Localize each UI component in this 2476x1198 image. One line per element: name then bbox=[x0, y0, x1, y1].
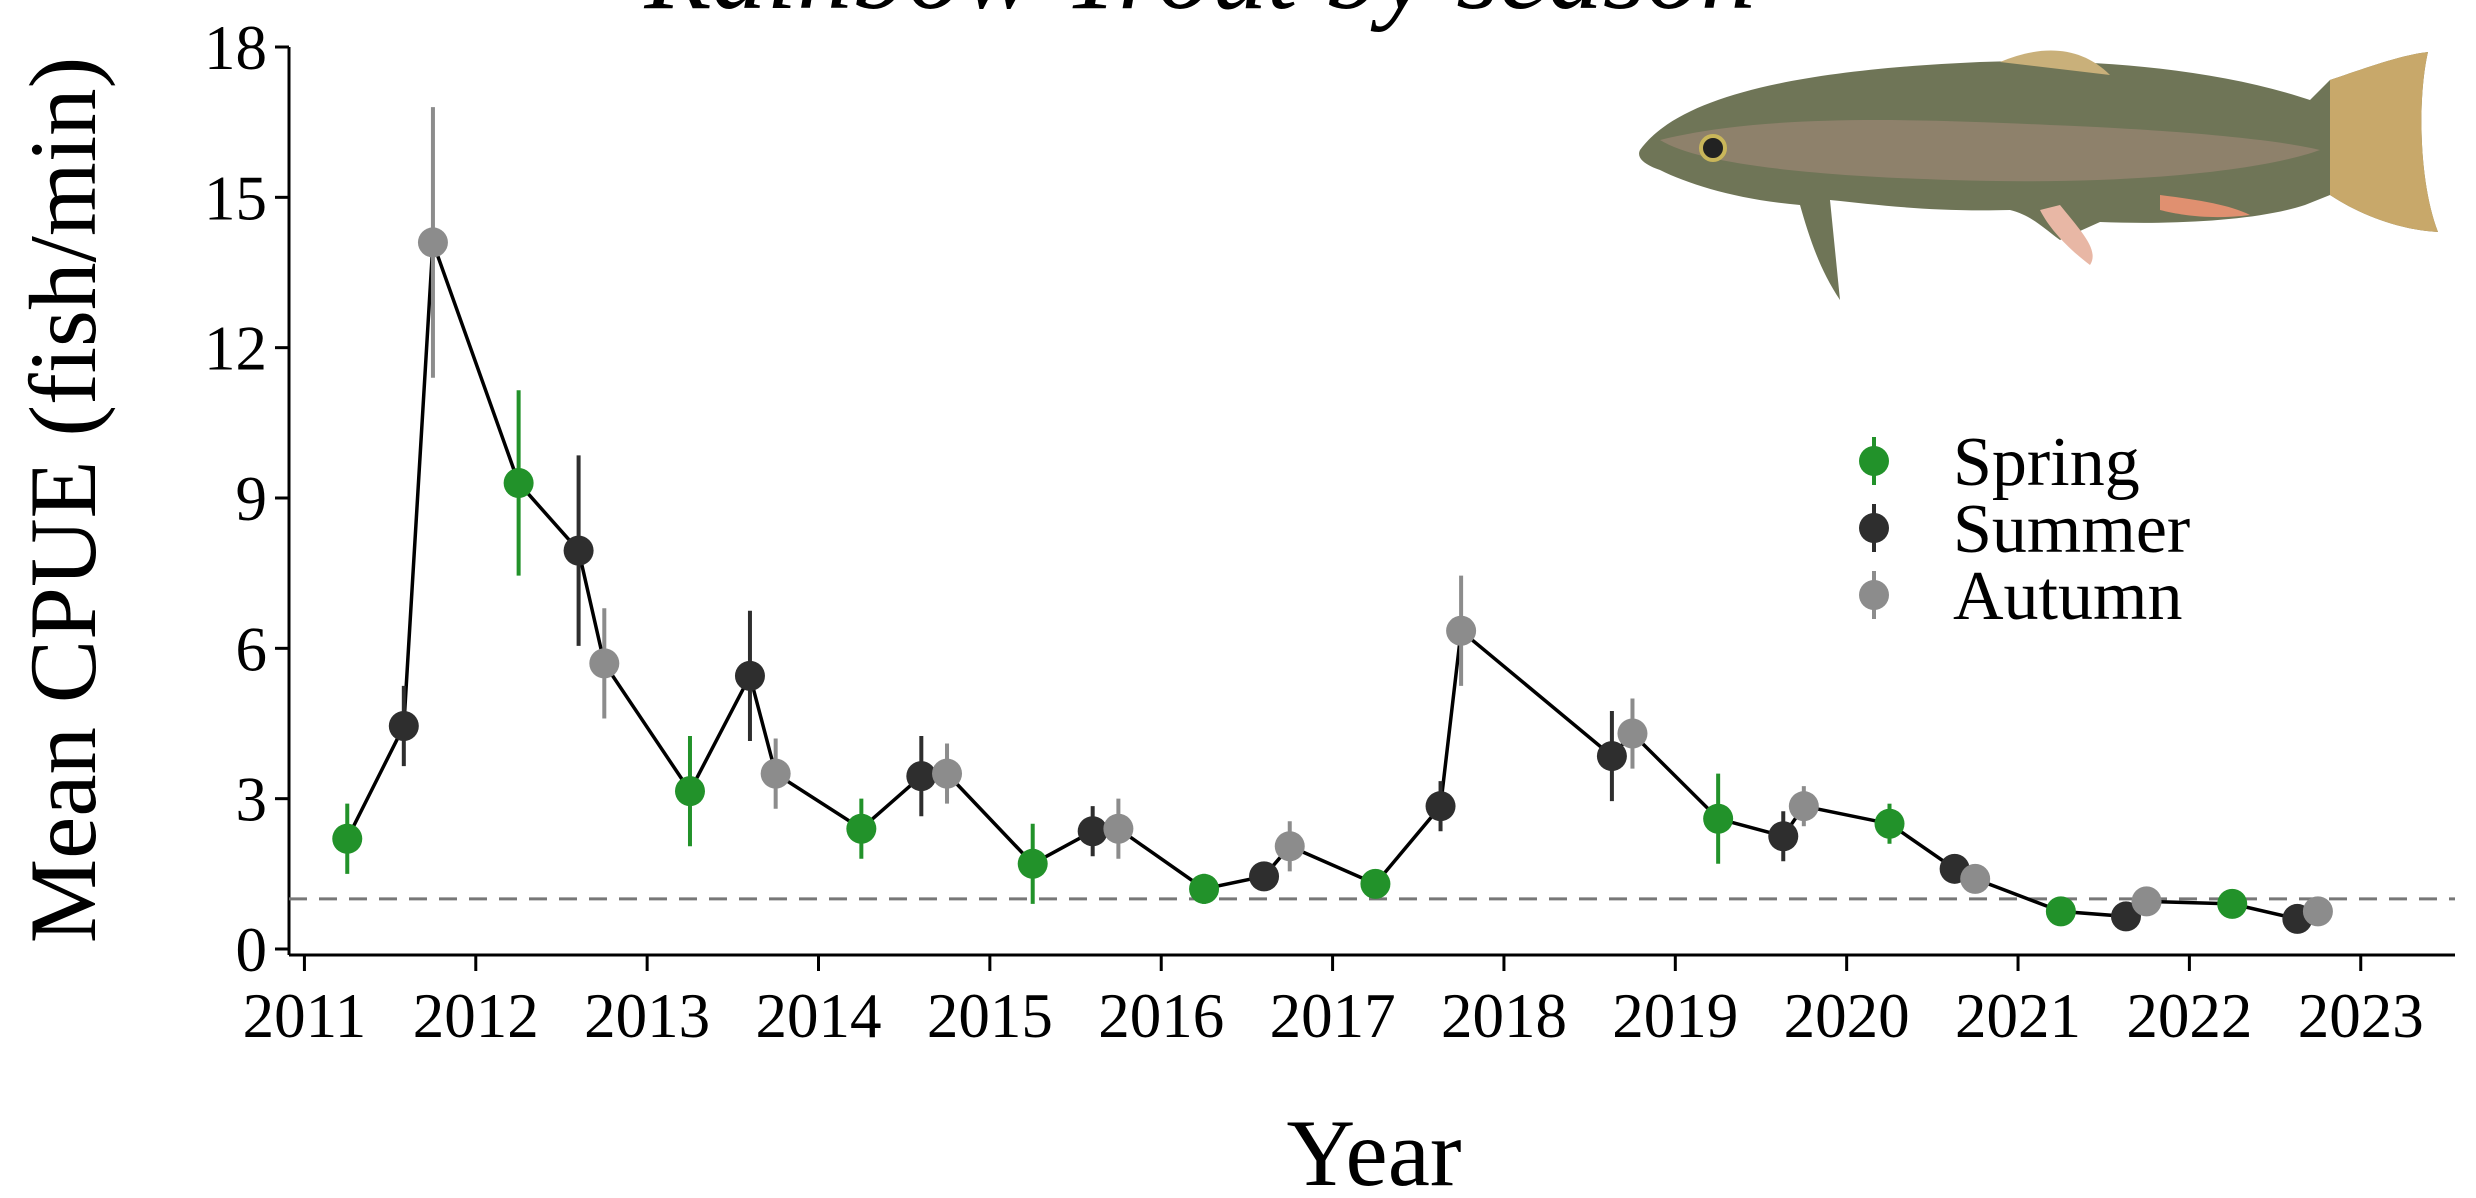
y-tick-label: 0 bbox=[236, 915, 268, 985]
data-point bbox=[2131, 886, 2162, 917]
data-point bbox=[1596, 741, 1627, 772]
y-tick-label: 18 bbox=[204, 13, 267, 83]
x-tick-label: 2017 bbox=[1270, 981, 1396, 1051]
y-tick-label: 15 bbox=[204, 163, 267, 233]
x-tick-label: 2022 bbox=[2126, 981, 2252, 1051]
x-tick-label: 2021 bbox=[1955, 981, 2081, 1051]
fish-fin bbox=[2040, 205, 2093, 265]
data-point bbox=[2217, 888, 2248, 919]
legend-marker bbox=[1859, 513, 1889, 543]
y-axis-title: Mean CPUE (fish/min) bbox=[10, 57, 116, 944]
data-point bbox=[2110, 901, 2141, 932]
data-point bbox=[674, 776, 705, 807]
data-point bbox=[1077, 816, 1108, 847]
data-point bbox=[846, 813, 877, 844]
fish-stripe bbox=[1660, 120, 2320, 182]
data-point bbox=[1768, 821, 1799, 852]
data-point bbox=[332, 823, 363, 854]
y-tick-label: 12 bbox=[204, 314, 267, 384]
legend-marker bbox=[1859, 580, 1889, 610]
x-tick-label: 2012 bbox=[413, 981, 539, 1051]
x-tick-label: 2020 bbox=[1784, 981, 1910, 1051]
legend-label: Spring bbox=[1953, 424, 2140, 501]
x-tick-label: 2018 bbox=[1441, 981, 1567, 1051]
data-point bbox=[1874, 808, 1905, 839]
chart-title: Rainbow Trout by season bbox=[643, 0, 1755, 32]
y-tick-label: 6 bbox=[236, 614, 268, 684]
data-point bbox=[1788, 791, 1819, 822]
data-point bbox=[1017, 848, 1048, 879]
data-point bbox=[1425, 791, 1456, 822]
x-tick-label: 2013 bbox=[584, 981, 710, 1051]
data-point bbox=[417, 227, 448, 258]
legend-label: Autumn bbox=[1953, 558, 2182, 635]
data-point bbox=[1103, 813, 1134, 844]
fish-fin bbox=[2160, 195, 2250, 218]
y-tick-label: 3 bbox=[236, 765, 268, 835]
data-point bbox=[2302, 896, 2333, 927]
data-point bbox=[1703, 803, 1734, 834]
x-tick-label: 2023 bbox=[2298, 981, 2424, 1051]
x-tick-label: 2016 bbox=[1098, 981, 1224, 1051]
fish-illustration bbox=[1639, 50, 2438, 300]
data-point bbox=[388, 711, 419, 742]
data-point bbox=[906, 761, 937, 792]
data-point bbox=[589, 648, 620, 679]
data-point bbox=[1189, 873, 1220, 904]
fish-dorsal-fin bbox=[2000, 50, 2110, 75]
data-point bbox=[1617, 718, 1648, 749]
y-tick-label: 9 bbox=[236, 464, 268, 534]
x-tick-label: 2011 bbox=[243, 981, 367, 1051]
data-point bbox=[932, 758, 963, 789]
data-point bbox=[734, 660, 765, 691]
data-point bbox=[1249, 861, 1280, 892]
data-point bbox=[1360, 868, 1391, 899]
data-point bbox=[1446, 615, 1477, 646]
data-point bbox=[1960, 863, 1991, 894]
legend-label: Summer bbox=[1953, 491, 2190, 568]
fish-eye bbox=[1699, 134, 1727, 162]
data-point bbox=[563, 535, 594, 566]
x-tick-label: 2014 bbox=[756, 981, 882, 1051]
data-point bbox=[1274, 831, 1305, 862]
data-point bbox=[503, 467, 534, 498]
data-point bbox=[760, 758, 791, 789]
x-axis-title: Year bbox=[1286, 1100, 1461, 1198]
fish-tail bbox=[2330, 52, 2438, 232]
data-point bbox=[2045, 896, 2076, 927]
x-tick-label: 2019 bbox=[1612, 981, 1738, 1051]
legend-marker bbox=[1859, 446, 1889, 476]
x-tick-label: 2015 bbox=[927, 981, 1053, 1051]
